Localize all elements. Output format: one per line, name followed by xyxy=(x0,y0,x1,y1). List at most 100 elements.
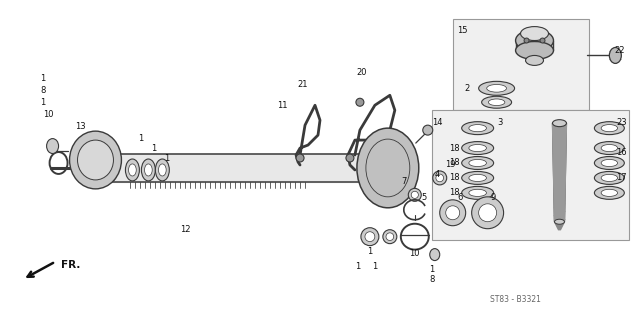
Text: 9: 9 xyxy=(491,193,496,202)
Ellipse shape xyxy=(610,47,621,63)
Ellipse shape xyxy=(462,156,494,170)
Text: 1: 1 xyxy=(138,133,143,143)
Ellipse shape xyxy=(552,120,566,127)
Polygon shape xyxy=(453,19,589,110)
Text: 1: 1 xyxy=(40,98,45,107)
Text: 14: 14 xyxy=(433,118,443,127)
Ellipse shape xyxy=(462,141,494,155)
Ellipse shape xyxy=(554,219,564,224)
Text: 1: 1 xyxy=(355,262,361,271)
Text: 15: 15 xyxy=(457,26,468,35)
Text: 19: 19 xyxy=(445,160,456,170)
Ellipse shape xyxy=(469,174,487,181)
Text: 21: 21 xyxy=(297,80,308,89)
Ellipse shape xyxy=(601,174,618,181)
Ellipse shape xyxy=(159,164,166,176)
Text: 11: 11 xyxy=(277,101,287,110)
Ellipse shape xyxy=(489,99,505,106)
Text: 16: 16 xyxy=(616,148,627,156)
Ellipse shape xyxy=(356,98,364,106)
Ellipse shape xyxy=(155,159,169,181)
Ellipse shape xyxy=(430,249,440,260)
Ellipse shape xyxy=(47,139,59,154)
Polygon shape xyxy=(552,123,566,222)
Text: 10: 10 xyxy=(43,110,54,119)
Ellipse shape xyxy=(125,159,140,181)
Text: ST83 - B3321: ST83 - B3321 xyxy=(490,295,541,304)
Text: 10: 10 xyxy=(410,249,420,258)
Text: 8: 8 xyxy=(40,86,45,95)
Ellipse shape xyxy=(469,124,487,132)
Ellipse shape xyxy=(78,140,113,180)
Ellipse shape xyxy=(103,154,117,182)
Ellipse shape xyxy=(403,154,417,182)
Ellipse shape xyxy=(412,191,419,198)
Text: 22: 22 xyxy=(614,46,625,55)
Text: 1: 1 xyxy=(429,265,434,274)
Ellipse shape xyxy=(601,124,618,132)
Polygon shape xyxy=(432,110,629,240)
Text: 8: 8 xyxy=(429,275,434,284)
Text: 1: 1 xyxy=(40,74,45,83)
Text: 17: 17 xyxy=(616,173,627,182)
Ellipse shape xyxy=(346,154,354,162)
Text: 13: 13 xyxy=(75,122,86,131)
Ellipse shape xyxy=(594,122,624,135)
Text: 7: 7 xyxy=(401,177,406,187)
Ellipse shape xyxy=(471,197,504,229)
Ellipse shape xyxy=(515,42,554,60)
Ellipse shape xyxy=(446,206,460,220)
Text: 5: 5 xyxy=(421,193,426,202)
Ellipse shape xyxy=(601,189,618,196)
Polygon shape xyxy=(554,222,564,230)
Ellipse shape xyxy=(469,189,487,196)
Ellipse shape xyxy=(462,122,494,135)
Text: 18: 18 xyxy=(449,173,460,182)
Ellipse shape xyxy=(296,154,304,162)
Ellipse shape xyxy=(361,228,379,246)
Ellipse shape xyxy=(357,128,419,208)
Ellipse shape xyxy=(478,81,515,95)
Text: 4: 4 xyxy=(435,171,440,180)
Ellipse shape xyxy=(129,164,136,176)
Text: 1: 1 xyxy=(368,247,373,256)
Ellipse shape xyxy=(386,233,394,241)
Text: 23: 23 xyxy=(616,118,627,127)
Text: 18: 18 xyxy=(449,144,460,153)
Ellipse shape xyxy=(145,164,152,176)
Ellipse shape xyxy=(478,204,497,222)
Ellipse shape xyxy=(594,172,624,184)
Text: 6: 6 xyxy=(457,193,462,202)
Ellipse shape xyxy=(365,232,375,242)
Ellipse shape xyxy=(141,159,155,181)
Text: 3: 3 xyxy=(497,118,503,127)
Ellipse shape xyxy=(383,230,397,244)
Ellipse shape xyxy=(601,159,618,166)
Ellipse shape xyxy=(540,38,545,43)
Ellipse shape xyxy=(462,186,494,199)
Text: 18: 18 xyxy=(449,188,460,197)
Text: 18: 18 xyxy=(449,158,460,167)
Text: FR.: FR. xyxy=(61,260,80,269)
Text: 1: 1 xyxy=(151,144,156,153)
Text: 2: 2 xyxy=(464,84,469,93)
Ellipse shape xyxy=(423,125,433,135)
Ellipse shape xyxy=(469,159,487,166)
Text: 1: 1 xyxy=(164,154,169,163)
Ellipse shape xyxy=(526,55,543,65)
Ellipse shape xyxy=(433,171,447,185)
Ellipse shape xyxy=(520,27,548,41)
Ellipse shape xyxy=(440,200,466,226)
Polygon shape xyxy=(110,154,410,182)
Ellipse shape xyxy=(482,96,512,108)
Text: 12: 12 xyxy=(180,225,190,234)
Ellipse shape xyxy=(594,141,624,155)
Ellipse shape xyxy=(487,84,506,92)
Ellipse shape xyxy=(436,174,443,182)
Ellipse shape xyxy=(462,172,494,184)
Text: 1: 1 xyxy=(372,262,378,271)
Ellipse shape xyxy=(469,145,487,152)
Ellipse shape xyxy=(408,188,421,201)
Text: 20: 20 xyxy=(357,68,367,77)
Ellipse shape xyxy=(594,186,624,199)
